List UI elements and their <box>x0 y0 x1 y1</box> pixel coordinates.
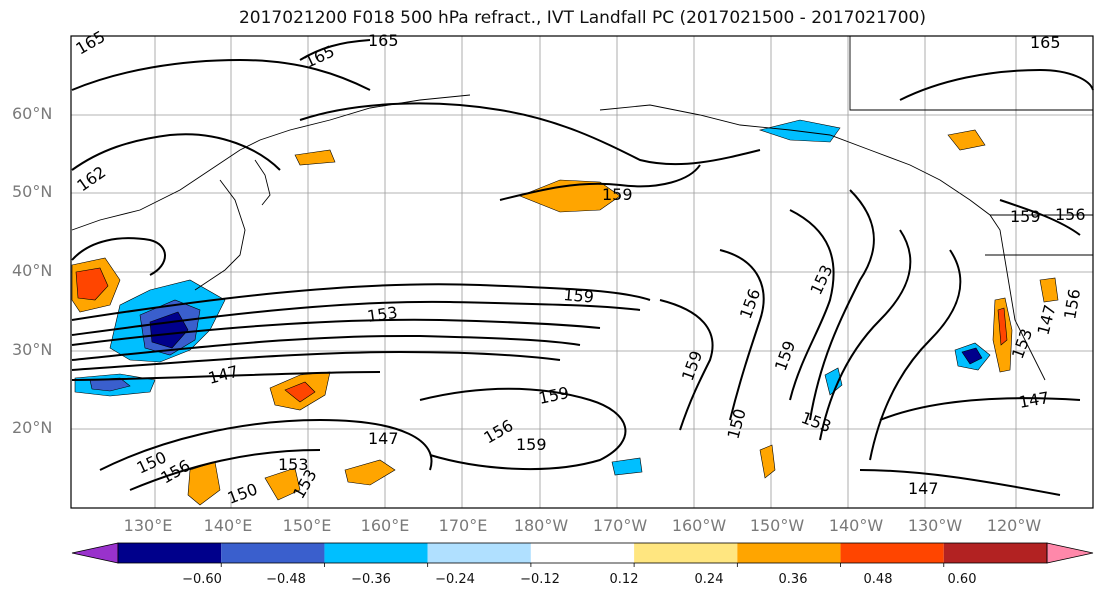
contour-label: 159 <box>602 185 633 204</box>
lat-label: 30°N <box>12 340 53 359</box>
colorbar-segment <box>737 543 841 563</box>
lon-label: 170°W <box>592 516 648 535</box>
colorbar-tick-label: −0.36 <box>351 572 391 587</box>
contour-label: 165 <box>1030 33 1061 52</box>
colorbar-segment <box>943 543 1047 563</box>
figure-title: 2017021200 F018 500 hPa refract., IVT La… <box>238 8 926 28</box>
lon-label: 130°E <box>123 516 173 535</box>
colorbar-segment <box>324 543 428 563</box>
colorbar-tick-label: −0.12 <box>520 572 560 587</box>
colorbar-tick-label: 0.12 <box>609 572 639 587</box>
colorbar-tick-label: −0.24 <box>435 572 475 587</box>
contour-label: 165 <box>368 31 399 50</box>
contour-label: 156 <box>1055 205 1086 224</box>
contour-label: 159 <box>1010 207 1041 226</box>
contour-label: 153 <box>366 303 399 326</box>
colorbar-tick-label: 0.60 <box>947 572 977 587</box>
lon-label: 160°E <box>360 516 410 535</box>
contour-label: 159 <box>516 435 547 454</box>
shaded-anomalies <box>71 119 1059 506</box>
colorbar <box>71 542 1094 567</box>
lon-label: 180°W <box>513 516 569 535</box>
colorbar-tick-label: 0.36 <box>778 572 808 587</box>
lon-label: 140°W <box>828 516 884 535</box>
lon-label: 130°W <box>907 516 963 535</box>
map-border <box>70 35 1094 509</box>
colorbar-tick-label: 0.24 <box>694 572 724 587</box>
colorbar-tick-label: −0.60 <box>182 572 222 587</box>
colorbar-segment <box>427 543 531 563</box>
contour-label: 153 <box>278 455 309 474</box>
colorbar-outline <box>117 542 1048 564</box>
lat-label: 60°N <box>12 104 53 123</box>
colorbar-tick-label: 0.48 <box>863 572 893 587</box>
colorbar-segment <box>221 543 325 563</box>
colorbar-extend-high <box>1046 542 1094 564</box>
lon-label: 140°E <box>203 516 253 535</box>
colorbar-extend-low <box>71 542 119 564</box>
colorbar-segment <box>530 543 635 563</box>
colorbar-segment <box>840 543 944 563</box>
contour-lines <box>71 39 1094 496</box>
contour-label: 147 <box>368 429 399 448</box>
contour-label: 159 <box>563 285 595 307</box>
colorbar-tick-label: −0.48 <box>266 572 306 587</box>
lon-label: 160°W <box>671 516 727 535</box>
colorbar-segment <box>634 543 738 563</box>
colorbar-segment <box>118 543 222 563</box>
lat-label: 40°N <box>12 261 53 280</box>
lon-label: 170°E <box>438 516 488 535</box>
lon-label: 120°W <box>986 516 1042 535</box>
lat-label: 20°N <box>12 418 53 437</box>
contour-label: 147 <box>908 479 939 498</box>
lat-label: 50°N <box>12 182 53 201</box>
lon-label: 150°E <box>282 516 332 535</box>
lon-label: 150°W <box>749 516 805 535</box>
